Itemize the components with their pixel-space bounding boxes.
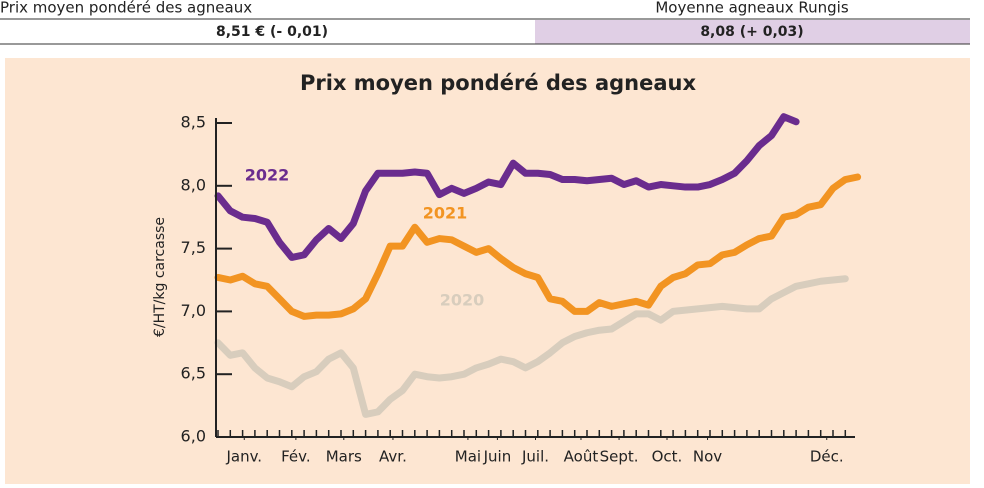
header-label: Moyenne agneaux Rungis <box>655 0 848 17</box>
series-line <box>214 173 862 320</box>
header-value: 8,08 (+ 0,03) <box>700 24 803 40</box>
x-tick-label: Juin <box>483 448 512 466</box>
y-tick-label: 8,0 <box>181 175 206 194</box>
x-tick-label: Déc. <box>810 448 844 466</box>
x-tick-label: Août <box>564 448 599 466</box>
x-tick-label: Nov <box>693 448 722 466</box>
series-label: 2020 <box>440 291 485 310</box>
y-axis-label: €/HT/kg carcasse <box>152 217 168 337</box>
x-tick-label: Juil. <box>521 448 549 466</box>
plot: 2020 2021 2022 6,0 6,5 7,0 7,5 8,0 8,5 Janv. Fév. M… <box>181 113 862 466</box>
y-tick-label: 8,5 <box>181 113 206 132</box>
x-tick-label: Mai <box>455 448 481 466</box>
chart-title: Prix moyen pondéré des agneaux <box>300 71 697 95</box>
y-tick-label: 6,0 <box>181 427 206 446</box>
cell-highlight <box>535 20 970 44</box>
header-label: Prix moyen pondéré des agneaux <box>0 0 252 17</box>
series-label: 2021 <box>423 204 468 223</box>
chart-background <box>5 58 970 484</box>
x-tick-label: Oct. <box>652 448 683 466</box>
series-label: 2022 <box>245 166 290 185</box>
header-value: 8,51 € (- 0,01) <box>216 24 328 40</box>
y-tick-label: 7,0 <box>181 301 206 320</box>
x-tick-label: Janv. <box>225 448 262 466</box>
y-tick-label: 6,5 <box>181 364 206 383</box>
series-line <box>214 113 800 261</box>
series-line <box>214 275 849 418</box>
y-tick-label: 7,5 <box>181 238 206 257</box>
x-tick-label: Sept. <box>600 448 639 466</box>
x-tick-label: Avr. <box>379 448 407 466</box>
x-tick-label: Fév. <box>281 448 311 466</box>
x-tick-label: Mars <box>326 448 362 466</box>
